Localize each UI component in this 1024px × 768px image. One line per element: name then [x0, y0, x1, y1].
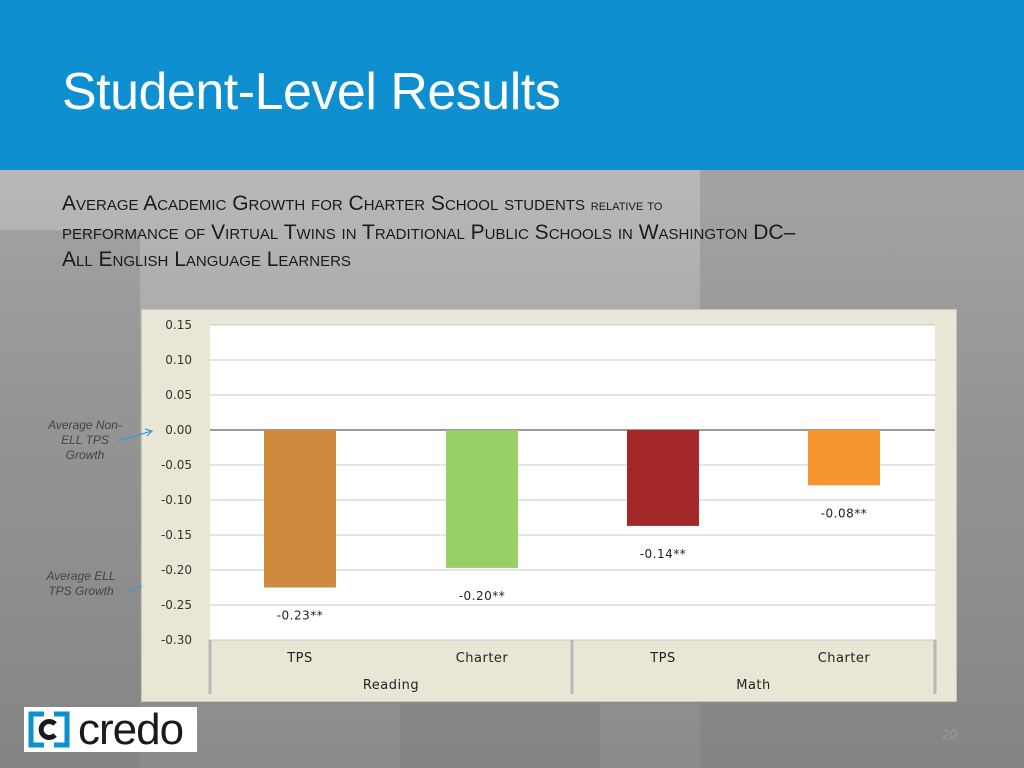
subtitle-line-3: All English Language Learners: [62, 248, 351, 271]
bar-value-label: -0.14**: [640, 547, 687, 561]
credo-logo: credo: [24, 705, 197, 754]
y-tick-label: 0.00: [165, 423, 192, 437]
credo-logo-mark-icon: [28, 711, 70, 748]
bar: [808, 430, 880, 486]
subtitle-part-a: Average Academic Growth for Charter Scho…: [62, 192, 591, 215]
y-tick-label: 0.10: [165, 353, 192, 367]
bar-value-label: -0.23**: [277, 609, 324, 623]
x-group-label: Reading: [363, 678, 419, 693]
page-number: 20: [942, 726, 958, 742]
chart-panel: 0.15 0.10 0.05 0.00 -0.05 -0.10 -0.15 -0.20 -0.2…: [141, 309, 957, 702]
slide-header: Student-Level Results: [0, 0, 1024, 170]
chart-subtitle: Average Academic Growth for Charter Scho…: [62, 190, 962, 273]
x-category-label: Charter: [818, 651, 871, 666]
bar-chart: 0.15 0.10 0.05 0.00 -0.05 -0.10 -0.15 -0.20 -0.2…: [161, 318, 937, 694]
y-tick-label: -0.20: [161, 563, 192, 577]
y-tick-label: -0.10: [161, 493, 192, 507]
annotation-line-icon: [125, 585, 143, 593]
x-group-label: Math: [736, 678, 771, 693]
bar: [264, 430, 336, 588]
annotation-arrow-icon: [117, 428, 154, 442]
bar: [446, 430, 518, 568]
y-tick-label: -0.25: [161, 598, 192, 612]
subtitle-part-b: relative to: [590, 197, 663, 214]
bar: [627, 430, 699, 526]
annotation-non-ell: Average Non-ELL TPS Growth: [48, 418, 122, 462]
slide-title: Student-Level Results: [62, 63, 561, 121]
subtitle-line-2: performance of Virtual Twins in Traditio…: [62, 221, 796, 244]
y-tick-label: -0.15: [161, 528, 192, 542]
bar-value-label: -0.20**: [459, 589, 506, 603]
x-category-label: Charter: [456, 651, 509, 666]
bar-value-label: -0.08**: [821, 506, 868, 520]
y-tick-label: 0.15: [165, 318, 192, 332]
credo-logo-text: credo: [78, 705, 184, 754]
x-category-label: TPS: [286, 651, 313, 666]
y-tick-label: 0.05: [165, 388, 192, 402]
annotation-ell: Average ELL TPS Growth: [46, 569, 116, 598]
y-tick-label: -0.30: [161, 633, 192, 647]
x-category-label: TPS: [649, 651, 676, 666]
y-tick-label: -0.05: [161, 458, 192, 472]
